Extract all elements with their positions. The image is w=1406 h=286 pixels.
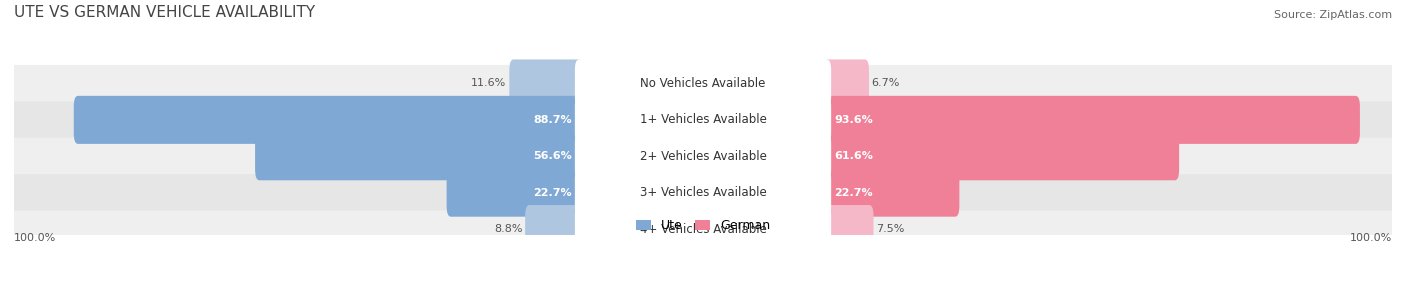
Legend: Ute, German: Ute, German <box>636 219 770 232</box>
FancyBboxPatch shape <box>575 205 831 253</box>
FancyBboxPatch shape <box>14 174 1392 211</box>
FancyBboxPatch shape <box>575 169 831 217</box>
FancyBboxPatch shape <box>575 132 831 180</box>
FancyBboxPatch shape <box>447 169 583 217</box>
FancyBboxPatch shape <box>14 210 1392 248</box>
Text: 6.7%: 6.7% <box>872 78 900 88</box>
FancyBboxPatch shape <box>73 96 583 144</box>
Text: 1+ Vehicles Available: 1+ Vehicles Available <box>640 113 766 126</box>
FancyBboxPatch shape <box>254 132 583 180</box>
Text: 22.7%: 22.7% <box>834 188 873 198</box>
Text: 100.0%: 100.0% <box>14 233 56 243</box>
Text: 61.6%: 61.6% <box>834 151 873 161</box>
Text: No Vehicles Available: No Vehicles Available <box>640 77 766 90</box>
FancyBboxPatch shape <box>823 205 873 253</box>
FancyBboxPatch shape <box>509 59 583 108</box>
FancyBboxPatch shape <box>14 138 1392 175</box>
Text: Source: ZipAtlas.com: Source: ZipAtlas.com <box>1274 10 1392 20</box>
FancyBboxPatch shape <box>823 169 959 217</box>
FancyBboxPatch shape <box>14 65 1392 102</box>
Text: 11.6%: 11.6% <box>471 78 506 88</box>
FancyBboxPatch shape <box>14 101 1392 138</box>
Text: 100.0%: 100.0% <box>1350 233 1392 243</box>
FancyBboxPatch shape <box>575 59 831 108</box>
Text: 8.8%: 8.8% <box>494 224 523 234</box>
Text: 22.7%: 22.7% <box>533 188 572 198</box>
Text: 4+ Vehicles Available: 4+ Vehicles Available <box>640 223 766 236</box>
FancyBboxPatch shape <box>823 132 1180 180</box>
Text: 93.6%: 93.6% <box>834 115 873 125</box>
Text: 56.6%: 56.6% <box>533 151 572 161</box>
Text: 88.7%: 88.7% <box>533 115 572 125</box>
FancyBboxPatch shape <box>823 96 1360 144</box>
Text: 7.5%: 7.5% <box>876 224 904 234</box>
FancyBboxPatch shape <box>823 59 869 108</box>
Text: 3+ Vehicles Available: 3+ Vehicles Available <box>640 186 766 199</box>
Text: UTE VS GERMAN VEHICLE AVAILABILITY: UTE VS GERMAN VEHICLE AVAILABILITY <box>14 5 315 20</box>
FancyBboxPatch shape <box>526 205 583 253</box>
FancyBboxPatch shape <box>575 96 831 144</box>
Text: 2+ Vehicles Available: 2+ Vehicles Available <box>640 150 766 163</box>
